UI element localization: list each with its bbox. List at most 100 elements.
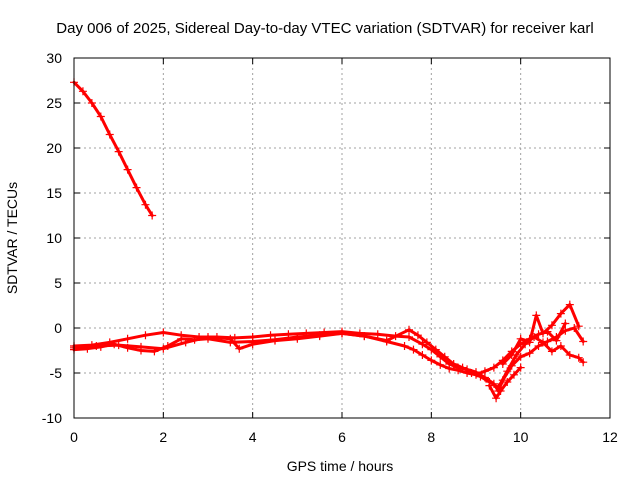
y-tick-label: 20: [46, 140, 62, 156]
data-point: [315, 332, 324, 341]
data-series: [70, 78, 588, 403]
data-point: [547, 347, 556, 356]
series-line-track-late-spikes: [501, 303, 581, 366]
y-tick-label: -5: [50, 365, 63, 381]
data-point: [248, 340, 257, 349]
y-tick-label: 10: [46, 230, 62, 246]
x-tick-label: 8: [427, 429, 435, 445]
data-point: [409, 345, 418, 354]
data-point: [235, 344, 244, 353]
data-point: [516, 334, 525, 343]
data-point: [579, 358, 588, 367]
data-point: [114, 341, 123, 350]
data-point: [509, 370, 518, 379]
data-point: [293, 334, 302, 343]
data-point: [92, 342, 101, 350]
data-point: [148, 211, 157, 220]
data-point: [574, 353, 583, 362]
data-point: [137, 342, 145, 351]
data-point: [177, 334, 186, 343]
data-point: [516, 352, 525, 361]
grid-lines: [74, 58, 610, 418]
data-point: [418, 340, 427, 349]
data-point: [489, 363, 498, 372]
data-point: [463, 369, 472, 377]
data-point: [360, 332, 369, 341]
data-point: [543, 337, 552, 346]
data-point: [413, 331, 422, 340]
data-point: [454, 366, 463, 375]
data-point: [503, 378, 512, 386]
data-point: [87, 99, 96, 107]
x-tick-label: 10: [513, 429, 529, 445]
data-point: [480, 367, 489, 376]
y-tick-label: 5: [54, 275, 62, 291]
x-axis-label: GPS time / hours: [287, 458, 394, 474]
data-point: [382, 337, 391, 346]
data-point: [552, 336, 561, 345]
series-line-track-lower-a: [72, 326, 585, 393]
data-point: [204, 333, 212, 341]
data-point: [556, 309, 565, 318]
data-point: [532, 311, 541, 320]
data-point: [96, 112, 105, 121]
data-point: [565, 351, 574, 359]
data-point: [400, 342, 409, 350]
data-point: [449, 360, 458, 368]
data-point: [507, 351, 516, 359]
data-point: [230, 333, 239, 342]
data-point: [525, 338, 534, 347]
data-point: [405, 325, 413, 334]
data-point: [472, 370, 480, 379]
data-point: [132, 183, 141, 192]
y-tick-label: 0: [54, 320, 62, 336]
data-point: [422, 338, 431, 347]
data-point: [405, 333, 413, 341]
data-point: [445, 364, 454, 373]
x-tick-label: 4: [249, 429, 257, 445]
data-point: [123, 334, 132, 343]
data-point: [574, 322, 583, 331]
data-point: [579, 337, 588, 346]
chart-title: Day 006 of 2025, Sidereal Day-to-day VTE…: [56, 20, 593, 37]
data-point: [431, 345, 440, 354]
data-point: [547, 321, 556, 330]
data-point: [114, 147, 123, 156]
data-point: [556, 342, 565, 350]
x-tick-label: 0: [70, 429, 78, 445]
data-point: [525, 349, 534, 358]
data-point: [105, 130, 114, 139]
series-line-track-late-low: [487, 366, 523, 400]
data-point: [418, 351, 427, 359]
data-point: [266, 331, 275, 340]
data-point: [181, 338, 190, 347]
x-tick-label: 2: [159, 429, 167, 445]
data-point: [427, 356, 436, 365]
data-point: [534, 330, 543, 339]
data-point: [496, 387, 505, 395]
data-point: [503, 367, 512, 376]
data-point: [159, 328, 168, 337]
data-point: [539, 329, 547, 338]
data-point: [78, 87, 87, 96]
data-point: [485, 381, 494, 390]
data-point: [271, 336, 279, 345]
data-point: [159, 344, 168, 353]
data-point: [436, 360, 445, 369]
data-point: [570, 324, 579, 332]
data-point: [498, 360, 507, 368]
x-tick-label: 6: [338, 429, 346, 445]
data-point: [141, 331, 150, 340]
y-axis-label: SDTVAR / TECUs: [4, 182, 20, 294]
series-line-track-early-high: [72, 80, 154, 217]
data-point: [338, 329, 346, 338]
data-point: [539, 338, 547, 347]
data-point: [492, 394, 501, 403]
y-tick-label: -10: [42, 410, 62, 426]
data-point: [226, 334, 235, 343]
y-tick-label: 30: [46, 50, 62, 66]
axis-ticks: 0 2 4 6 8 10 12 -10 -5 0 5 10 15 20 25 30: [42, 50, 618, 445]
data-point: [565, 300, 574, 309]
data-point: [561, 319, 570, 328]
